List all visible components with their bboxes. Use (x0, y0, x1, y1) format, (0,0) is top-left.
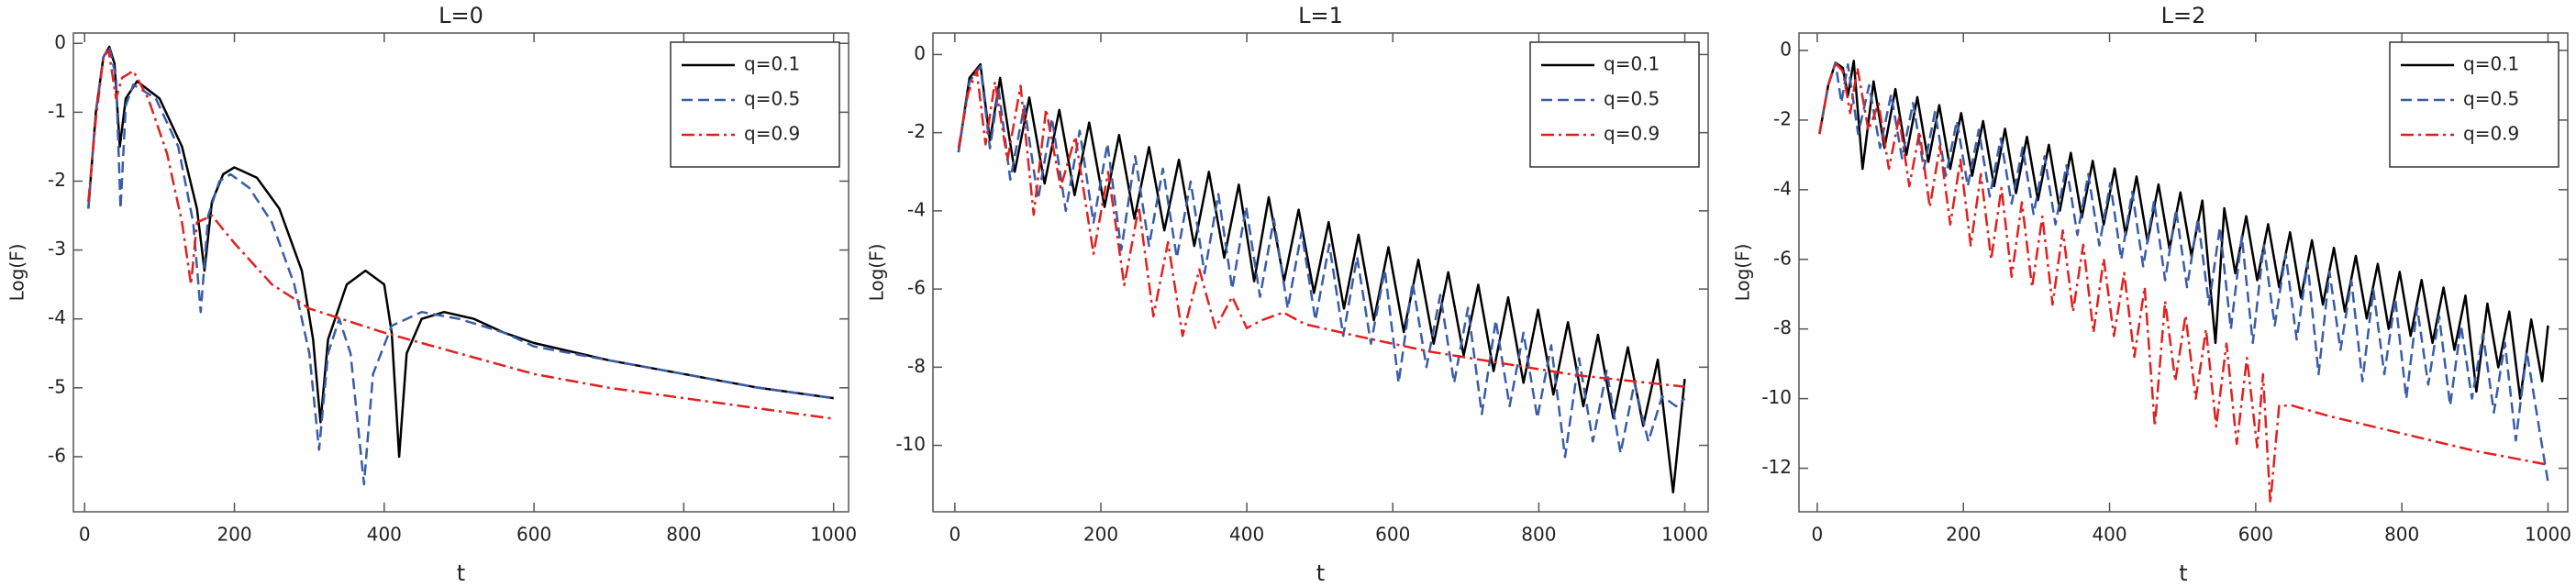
y-tick-label: -12 (1761, 456, 1792, 478)
x-axis-label: t (1316, 560, 1325, 586)
y-tick-label: -2 (907, 120, 926, 142)
x-tick-label: 0 (1812, 524, 1824, 546)
y-tick-label: -4 (48, 306, 66, 328)
legend: q=0.1 q=0.5 q=0.9 (1529, 41, 1700, 168)
legend-label: q=0.1 (1604, 53, 1660, 75)
legend-label: q=0.5 (744, 88, 800, 110)
plot-frame (932, 32, 1709, 513)
x-tick-label: 400 (367, 524, 402, 546)
legend: q=0.1 q=0.5 q=0.9 (670, 41, 840, 168)
x-axis-label: t (2179, 560, 2187, 586)
x-tick-label: 0 (79, 524, 91, 546)
y-tick-label: -8 (1773, 316, 1792, 338)
series-line (957, 69, 1685, 388)
x-tick-label: 1000 (810, 524, 857, 546)
x-tick-label: 800 (1521, 524, 1556, 546)
y-tick-label: -8 (907, 355, 926, 377)
y-tick-label: -3 (48, 238, 66, 260)
x-tick-label: 1000 (1661, 524, 1708, 546)
legend-box (1529, 41, 1700, 168)
y-tick-label: -2 (48, 169, 66, 191)
y-tick-label: -10 (895, 433, 926, 455)
x-tick-label: 200 (217, 524, 251, 546)
y-tick-label: -4 (907, 198, 926, 220)
legend: q=0.1 q=0.5 q=0.9 (2389, 41, 2559, 168)
y-tick-label: -10 (1761, 386, 1792, 408)
x-tick-label: 400 (1229, 524, 1264, 546)
series-line (957, 64, 1686, 459)
y-tick-label: -6 (48, 444, 66, 466)
x-tick-label: 400 (2092, 524, 2126, 546)
legend-label: q=0.5 (1604, 88, 1660, 110)
legend-label: q=0.5 (2463, 88, 2519, 110)
y-axis-label: Log(F) (866, 244, 888, 302)
x-tick-label: 800 (2384, 524, 2419, 546)
plot-frame (72, 32, 849, 513)
y-tick-label: -6 (907, 277, 926, 299)
series-line (1818, 61, 2548, 504)
y-tick-label: 0 (914, 42, 926, 64)
series-line (87, 45, 834, 486)
chart-title: L=1 (1298, 3, 1343, 28)
x-tick-label: 600 (1375, 524, 1410, 546)
chart-title: L=0 (439, 3, 483, 28)
x-tick-label: 200 (1946, 524, 1981, 546)
legend-label: q=0.9 (1604, 123, 1660, 145)
y-tick-label: -1 (48, 100, 66, 122)
plot-frame (1798, 32, 2569, 513)
legend-box (670, 41, 840, 168)
y-axis-label: Log(F) (1732, 244, 1754, 302)
x-tick-label: 1000 (2525, 524, 2571, 546)
x-tick-label: 200 (1083, 524, 1118, 546)
series-line (87, 49, 834, 420)
series-line (1818, 61, 2549, 482)
y-axis-label: Log(F) (6, 244, 28, 302)
y-tick-label: -6 (1773, 247, 1792, 269)
panel: L=1 t Log(F) 0 200 400 600 800 1000 0 -2 -4 -6 -8 -10 q… (866, 3, 1709, 586)
chart-title: L=2 (2161, 3, 2206, 28)
y-tick-label: 0 (1780, 38, 1792, 60)
legend-label: q=0.1 (744, 53, 800, 75)
panel: L=0 t Log(F) 0 200 400 600 800 1000 0 -1 -2 -3 -4 -5 -6… (6, 3, 858, 586)
y-tick-label: -2 (1773, 107, 1792, 129)
x-axis-label: t (457, 560, 465, 586)
x-tick-label: 800 (666, 524, 701, 546)
legend-label: q=0.9 (744, 123, 800, 145)
x-tick-label: 600 (516, 524, 551, 546)
series-line (87, 45, 834, 459)
series-line (957, 62, 1686, 493)
legend-label: q=0.9 (2463, 123, 2519, 145)
y-tick-label: -4 (1773, 177, 1792, 199)
legend-label: q=0.1 (2463, 53, 2519, 75)
x-tick-label: 0 (949, 524, 961, 546)
legend-box (2389, 41, 2559, 168)
y-tick-label: -5 (48, 375, 66, 397)
panel: L=2 t Log(F) 0 200 400 600 800 1000 0 -2 -4 -6 -8 -10 -… (1732, 3, 2571, 586)
y-tick-label: 0 (54, 31, 66, 53)
x-tick-label: 600 (2238, 524, 2273, 546)
